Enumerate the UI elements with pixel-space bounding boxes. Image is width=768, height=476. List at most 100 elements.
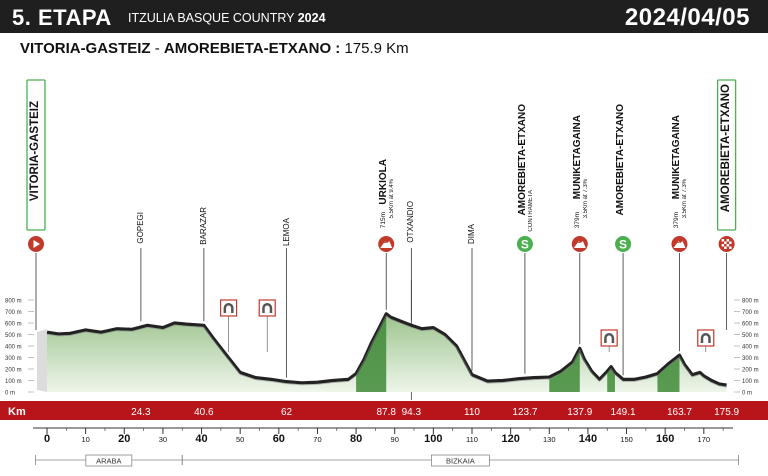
sprint-icon [516, 236, 533, 252]
y-tick-right: 600 m [742, 322, 759, 328]
profile-base-edge [37, 329, 47, 392]
sprint-letter: S [619, 238, 627, 252]
sprint-detail: CONTRAMETA [527, 190, 534, 232]
route-separator: - [150, 40, 164, 57]
y-tick-left: 100 m [5, 379, 22, 385]
climb-category: 3 [677, 239, 681, 245]
climb-label: MUNIKETAGAINA [671, 114, 683, 199]
x-tick-label: 110 [466, 435, 478, 444]
x-tick-label: 70 [313, 435, 321, 444]
climb-altitude: 379m [573, 211, 581, 228]
checkered-flag-icon [726, 244, 730, 247]
route-title: VITORIA-GASTEIZ - AMOREBIETA-ETXANO : 17… [20, 40, 409, 57]
tunnel-glyph-inner [703, 335, 709, 343]
checkered-flag-icon [729, 246, 732, 249]
checkered-flag-icon [724, 241, 727, 244]
climb-face-2 [657, 355, 680, 392]
climb-detail: 3.5Km at 7.3% [682, 179, 689, 219]
km-marker-label: 110 [464, 407, 480, 418]
race-year: 2024 [297, 11, 326, 25]
town-label-otxandio: OTXANDIO [406, 201, 416, 243]
x-tick-label: 50 [236, 435, 244, 444]
x-tick-label: 10 [81, 435, 89, 444]
y-tick-right: 0 m [742, 391, 752, 397]
km-marker-label: 123.7 [512, 407, 537, 418]
y-tick-right: 400 m [742, 345, 759, 351]
race-name: ITZULIA BASQUE COUNTRY 2024 [128, 11, 326, 25]
climb-altitude: 379m [673, 211, 681, 228]
x-tick-label: 90 [391, 435, 399, 444]
x-tick-label: 140 [579, 433, 597, 445]
route-distance: 175.9 Km [344, 40, 409, 57]
province-label: ARABA [96, 457, 121, 466]
y-tick-left: 400 m [5, 345, 22, 351]
x-tick-label: 130 [543, 435, 556, 444]
x-tick-label: 20 [118, 433, 130, 445]
y-tick-right: 500 m [742, 333, 759, 339]
x-tick-label: 0 [44, 433, 50, 445]
tunnel-glyph-inner [606, 335, 612, 343]
km-marker-label: 62 [281, 407, 293, 418]
y-tick-left: 600 m [5, 322, 22, 328]
y-tick-left: 0 m [5, 391, 15, 397]
y-tick-right: 200 m [742, 368, 759, 374]
sprint-letter: S [521, 238, 529, 252]
x-tick-label: 100 [424, 433, 442, 445]
tunnel-glyph-inner [226, 305, 232, 313]
province-box [431, 454, 490, 467]
province-box [85, 454, 133, 467]
x-tick-label: 30 [159, 435, 167, 444]
x-tick-label: 40 [195, 433, 207, 445]
finish-label: AMOREBIETA-ETXANO [719, 83, 732, 213]
route-finish: AMOREBIETA-ETXANO : [163, 40, 341, 57]
climb-detail: 5.5Km at 9.4% [389, 179, 396, 219]
checkered-flag-icon [729, 241, 732, 244]
tunnel-glyph-inner [264, 305, 270, 313]
climb-face-3 [607, 366, 615, 392]
y-tick-left: 500 m [5, 333, 22, 339]
sprint-label: AMOREBIETA-ETXANO [516, 104, 528, 216]
checkered-flag-icon [726, 239, 730, 242]
km-marker-label: 175.9 [714, 407, 739, 418]
climb-category: 3 [577, 239, 581, 245]
y-tick-right: 300 m [742, 356, 759, 362]
y-tick-right: 100 m [742, 379, 759, 385]
x-tick-label: 80 [350, 433, 362, 445]
profile-area [47, 313, 727, 392]
climb-label: URKIOLA [378, 158, 390, 205]
mountain-glyph [380, 241, 393, 248]
y-tick-right: 700 m [742, 310, 759, 316]
km-marker-label: 149.1 [611, 407, 636, 418]
y-tick-left: 200 m [5, 368, 22, 374]
y-tick-left: 800 m [5, 299, 22, 305]
km-bar [0, 401, 768, 420]
town-label-gopegi: GOPEGI [135, 212, 145, 244]
km-marker-label: 40.6 [194, 407, 214, 418]
x-tick-label: 120 [501, 433, 519, 445]
sprint-icon [615, 236, 632, 252]
province-label: BIZKAIA [446, 457, 475, 466]
town-label-dima: DIMA [467, 223, 476, 244]
mountain-glyph [673, 241, 686, 248]
finish-label-box [716, 79, 737, 231]
km-bar-label: Km [8, 406, 26, 418]
climb-category: 1 [384, 239, 388, 245]
x-tick-label: 60 [273, 433, 285, 445]
mountain-glyph [573, 241, 586, 248]
profile-shadow-line [46, 315, 727, 388]
x-tick-label: 160 [656, 433, 674, 445]
km-marker-label: 163.7 [667, 407, 692, 418]
y-tick-right: 800 m [742, 299, 759, 305]
climb-face-0 [356, 313, 387, 392]
km-marker-label: 137.9 [567, 407, 592, 418]
profile-line [46, 312, 727, 387]
climb-label: MUNIKETAGAINA [571, 114, 583, 199]
x-tick-label: 170 [698, 435, 711, 444]
y-tick-left: 700 m [5, 310, 22, 316]
climb-altitude: 715m [380, 211, 388, 228]
y-tick-left: 300 m [5, 356, 22, 362]
header-bar: 5. ETAPA ITZULIA BASQUE COUNTRY 2024 202… [0, 0, 768, 33]
start-label-box [26, 79, 46, 231]
route-start: VITORIA-GASTEIZ [20, 40, 151, 57]
